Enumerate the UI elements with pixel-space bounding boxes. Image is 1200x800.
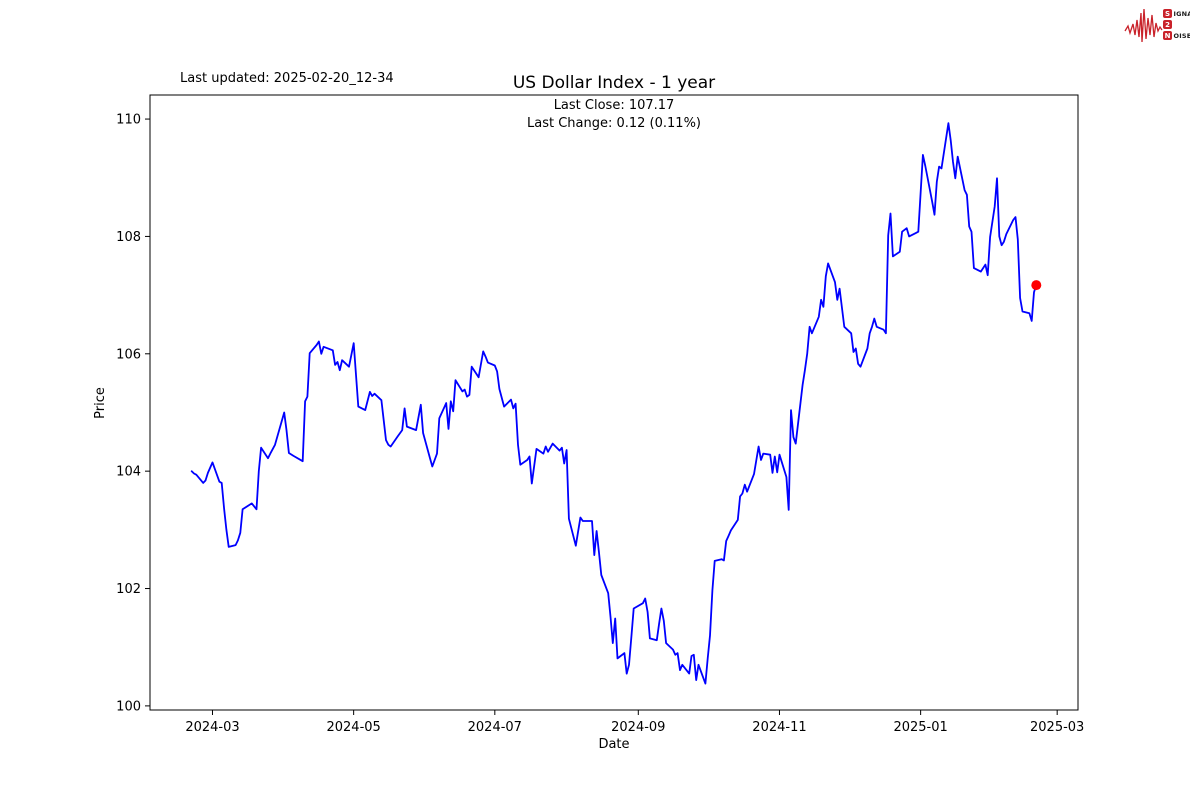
x-tick-label: 2024-03 [185,720,239,735]
y-axis-label: Price [93,387,108,419]
x-axis-label: Date [598,737,629,752]
price-line [190,122,1038,685]
y-tick-label: 106 [116,347,141,362]
x-tick-label: 2024-07 [468,720,522,735]
x-tick-label: 2024-05 [326,720,380,735]
logo-letter-n: N [1165,32,1171,40]
last-close-subtitle: Last Close: 107.17 [554,98,675,113]
y-tick-label: 108 [116,230,141,245]
logo-letter-2: 2 [1165,21,1170,29]
chart-title: US Dollar Index - 1 year [513,73,715,93]
y-tick-label: 110 [116,113,141,128]
last-updated-text: Last updated: 2025-02-20_12-34 [180,71,394,86]
x-tick-label: 2024-09 [611,720,665,735]
plot-frame [149,94,1079,711]
logo-letterbox-2 [1163,20,1172,29]
y-tick-label: 104 [116,465,141,480]
x-tick-label: 2025-01 [893,720,947,735]
last-change-subtitle: Last Change: 0.12 (0.11%) [527,116,701,131]
x-tick-label: 2025-03 [1030,720,1084,735]
logo-text-oise: OISE [1174,32,1191,40]
x-tick-label: 2024-11 [752,720,806,735]
logo-letter-s: S [1165,10,1170,18]
logo-letterbox-n [1163,31,1172,40]
waveform-icon [1124,8,1163,43]
y-tick-label: 102 [116,582,141,597]
last-close-marker [1031,280,1042,291]
logo-text-ignal: IGNAL [1174,10,1191,18]
signal2noise-logo: S 2 N IGNAL OISE [1124,8,1191,43]
price-line-layer [190,122,1042,685]
axis-ticks: 2024-03 2024-05 2024-07 2024-09 2024-11 2025-… [116,113,1084,735]
logo-letterbox-s [1163,9,1172,18]
y-tick-label: 100 [116,699,141,714]
